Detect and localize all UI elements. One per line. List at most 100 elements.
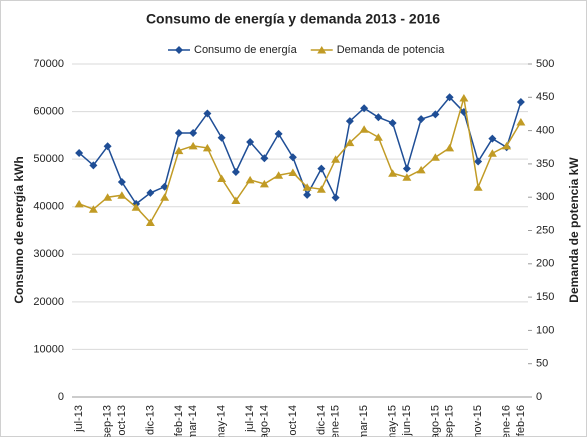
- data-point: [474, 157, 483, 166]
- x-tick-label: dic-14: [315, 405, 327, 435]
- x-tick-label: nov-15: [472, 405, 484, 437]
- y2-tick-label: 300: [536, 191, 554, 203]
- data-point: [288, 168, 298, 177]
- x-tick-label: ene-15: [330, 405, 342, 437]
- data-point: [89, 161, 98, 170]
- y-tick-label: 10000: [33, 343, 64, 355]
- y-tick-label: 50000: [33, 153, 64, 165]
- data-point: [303, 190, 312, 199]
- legend-label: Demanda de potencia: [337, 44, 446, 56]
- data-point: [431, 110, 440, 119]
- x-tick-label: jun-15: [401, 405, 413, 437]
- data-point: [345, 138, 355, 147]
- data-point: [359, 125, 369, 133]
- data-point: [473, 183, 483, 191]
- data-point: [331, 193, 340, 202]
- data-point: [416, 165, 426, 174]
- y2-tick-label: 200: [536, 258, 554, 270]
- x-tick-label: jul-14: [244, 405, 256, 433]
- data-point: [445, 93, 454, 102]
- x-tick-label: mar-14: [187, 405, 199, 437]
- data-point: [188, 141, 198, 150]
- data-point: [445, 143, 455, 152]
- y2-tick-label: 400: [536, 125, 554, 137]
- data-point: [259, 179, 269, 188]
- legend-label: Consumo de energía: [194, 44, 298, 56]
- data-point: [231, 167, 240, 176]
- y-tick-label: 20000: [33, 296, 64, 308]
- data-point: [75, 148, 84, 157]
- data-point: [487, 149, 497, 157]
- x-tick-label: oct-13: [116, 405, 128, 436]
- y2-tick-label: 350: [536, 158, 554, 170]
- data-point: [288, 153, 297, 162]
- data-point: [502, 141, 512, 150]
- data-point: [388, 118, 397, 127]
- y2-tick-label: 50: [536, 358, 548, 370]
- data-point: [103, 142, 112, 151]
- x-tick-label: mar-15: [358, 405, 370, 437]
- data-point: [331, 155, 341, 163]
- data-point: [160, 193, 170, 201]
- data-point: [274, 129, 283, 138]
- y-tick-label: 40000: [33, 201, 64, 213]
- x-tick-label: ago-14: [258, 405, 270, 437]
- data-point: [131, 203, 141, 211]
- y2-tick-label: 450: [536, 91, 554, 103]
- y2-tick-label: 500: [536, 58, 554, 70]
- y-axis-title: Consumo de energía kWh: [12, 156, 26, 303]
- y2-tick-label: 100: [536, 324, 554, 336]
- data-point: [174, 128, 183, 137]
- y2-axis-title: Demanda de potencia kW: [567, 157, 581, 303]
- data-point: [402, 173, 412, 181]
- data-point: [345, 117, 354, 126]
- data-point: [360, 104, 369, 113]
- chart-title: Consumo de energía y demanda 2013 - 2016: [146, 11, 440, 27]
- x-tick-label: ago-15: [429, 405, 441, 437]
- y-tick-label: 70000: [33, 58, 64, 70]
- data-point: [260, 154, 269, 163]
- data-point: [231, 196, 241, 205]
- data-point: [146, 188, 155, 197]
- data-point: [488, 134, 497, 143]
- data-point: [203, 109, 212, 118]
- data-point: [373, 133, 383, 141]
- x-tick-label: may-14: [216, 405, 228, 437]
- data-point: [117, 177, 126, 186]
- data-point: [88, 205, 98, 213]
- x-tick-label: feb-14: [173, 405, 185, 436]
- data-point: [174, 146, 184, 155]
- data-point: [417, 115, 426, 124]
- data-point: [217, 133, 226, 142]
- data-point: [302, 183, 312, 191]
- x-tick-label: ene-16: [501, 405, 513, 437]
- data-point: [516, 117, 526, 126]
- data-point: [103, 193, 113, 201]
- data-point: [317, 164, 326, 173]
- data-point: [388, 169, 398, 177]
- data-point: [274, 171, 284, 179]
- data-point: [217, 174, 227, 183]
- y2-tick-label: 0: [536, 391, 542, 403]
- data-point: [316, 185, 326, 193]
- data-point: [246, 138, 255, 147]
- data-point: [145, 218, 155, 227]
- data-point: [516, 98, 525, 107]
- data-point: [430, 153, 440, 161]
- x-tick-label: may-15: [387, 405, 399, 437]
- y-tick-label: 60000: [33, 105, 64, 117]
- legend-marker: [175, 46, 183, 54]
- x-tick-label: sep-13: [102, 405, 114, 437]
- y-tick-label: 0: [58, 391, 64, 403]
- x-tick-label: oct-14: [287, 405, 299, 436]
- data-point: [202, 143, 212, 152]
- y-tick-label: 30000: [33, 248, 64, 260]
- legend-marker: [317, 46, 327, 54]
- x-tick-label: feb-16: [515, 405, 527, 436]
- data-point: [402, 164, 411, 173]
- y2-tick-label: 250: [536, 224, 554, 236]
- y2-tick-label: 150: [536, 291, 554, 303]
- data-point: [459, 93, 469, 102]
